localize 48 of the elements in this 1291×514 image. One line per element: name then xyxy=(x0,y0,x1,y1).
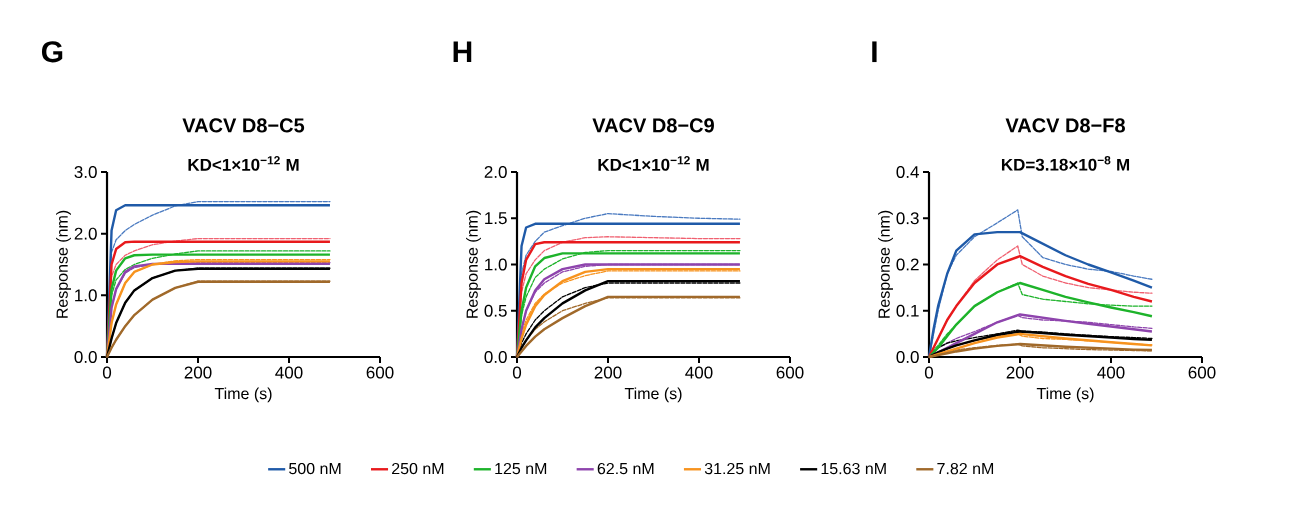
legend-label: 31.25 nM xyxy=(704,462,770,475)
y-tick-label: 0.0 xyxy=(484,350,507,364)
legend-label: 125 nM xyxy=(495,462,547,475)
x-axis-title: Time (s) xyxy=(214,387,272,403)
x-tick-label: 200 xyxy=(594,366,622,379)
legend-label: 15.63 nM xyxy=(821,462,886,475)
y-tick-label: 2.0 xyxy=(74,227,97,240)
x-tick-label: 600 xyxy=(366,366,394,379)
y-tick-label: 0.4 xyxy=(896,165,919,179)
legend-label: 62.5 nM xyxy=(597,462,654,475)
y-axis-title: Response (nm) xyxy=(56,210,71,318)
x-tick-label: 200 xyxy=(184,366,212,379)
x-tick-label: 400 xyxy=(685,366,713,379)
text: KD<1×10$^{−12}$ M xyxy=(188,156,299,171)
y-tick-label: 1.5 xyxy=(485,212,507,225)
x-axis-title: Time (s) xyxy=(1036,387,1094,403)
legend-label: 250 nM xyxy=(392,462,444,475)
x-tick-label: 400 xyxy=(275,366,303,379)
chart-title: VACV D8−F8 xyxy=(1005,118,1125,133)
x-axis-title: Time (s) xyxy=(624,387,682,403)
text: G xyxy=(41,41,63,63)
y-axis-title: Response (nm) xyxy=(466,210,481,318)
y-tick-label: 3.0 xyxy=(74,165,97,179)
text: KD<1×10$^{−12}$ M xyxy=(598,156,709,171)
x-tick-label: 0 xyxy=(512,366,522,379)
y-tick-label: 0.0 xyxy=(896,350,919,364)
y-tick-label: 1.0 xyxy=(75,289,97,302)
text: KD=3.18×10$^{−8}$ M xyxy=(1001,156,1130,171)
x-tick-label: 600 xyxy=(776,366,804,379)
x-tick-label: 0 xyxy=(924,366,934,379)
x-tick-label: 200 xyxy=(1006,366,1034,379)
legend-label: 500 nM xyxy=(289,462,341,475)
x-tick-label: 400 xyxy=(1097,366,1125,379)
chart-title: VACV D8−C5 xyxy=(182,118,305,133)
text: H xyxy=(453,41,472,63)
legend-label: 7.82 nM xyxy=(937,462,994,475)
y-tick-label: 0.3 xyxy=(896,212,919,225)
y-tick-label: 0.1 xyxy=(896,304,919,317)
x-tick-label: 600 xyxy=(1188,366,1216,379)
chart-title: VACV D8−C9 xyxy=(592,118,714,133)
y-tick-label: 2.0 xyxy=(484,165,507,179)
y-axis-title: Response (nm) xyxy=(878,210,893,318)
x-tick-label: 0 xyxy=(102,366,112,379)
y-tick-label: 0.5 xyxy=(484,304,507,317)
y-tick-label: 0.2 xyxy=(896,258,919,271)
text: I xyxy=(872,41,877,63)
y-tick-label: 0.0 xyxy=(74,350,97,364)
y-tick-label: 1.0 xyxy=(485,258,507,271)
